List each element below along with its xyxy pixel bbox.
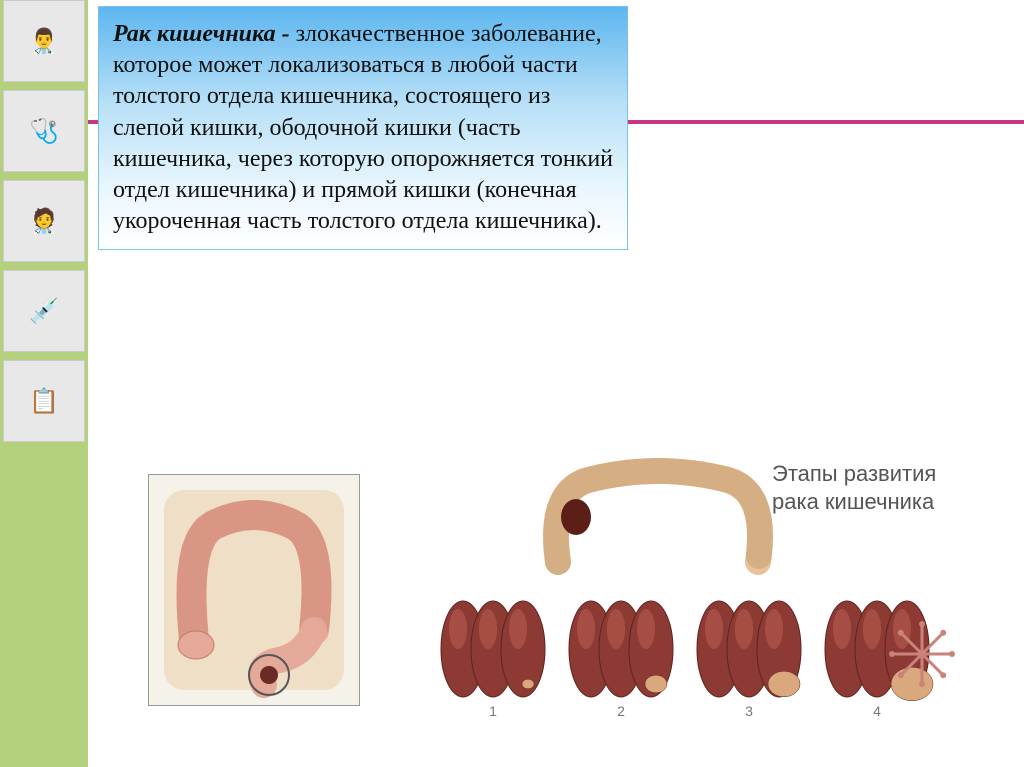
- definition-text-box: Рак кишечника - злокачественное заболева…: [98, 6, 628, 250]
- svg-text:1: 1: [489, 703, 497, 719]
- svg-text:3: 3: [745, 703, 753, 719]
- thumb-syringe-icon: 💉: [3, 270, 85, 352]
- figure-cancer-stages: Этапы развития рака кишечника 1 2 3 4: [428, 454, 988, 724]
- svg-text:2: 2: [617, 703, 625, 719]
- stages-caption: Этапы развития рака кишечника: [772, 460, 982, 515]
- figure-colon-anatomy: [148, 474, 360, 706]
- thumb-clipboard-icon: 📋: [3, 360, 85, 442]
- stages-caption-line2: рака кишечника: [772, 489, 934, 514]
- svg-text:4: 4: [873, 703, 881, 719]
- colon-anatomy-svg: [154, 480, 354, 700]
- slide: 👨‍⚕️ 🩺 🧑‍⚕️ 💉 📋 Рак кишечника - злокачес…: [0, 0, 1024, 767]
- thumb-stethoscope-icon: 🩺: [3, 90, 85, 172]
- thumb-nurse-icon: 🧑‍⚕️: [3, 180, 85, 262]
- definition-body: злокачественное заболевание, которое мож…: [113, 21, 613, 234]
- term-bold: Рак кишечника -: [113, 21, 296, 47]
- left-image-strip: 👨‍⚕️ 🩺 🧑‍⚕️ 💉 📋: [0, 0, 88, 767]
- stages-caption-line1: Этапы развития: [772, 461, 936, 486]
- thumb-doctor-icon: 👨‍⚕️: [3, 0, 85, 82]
